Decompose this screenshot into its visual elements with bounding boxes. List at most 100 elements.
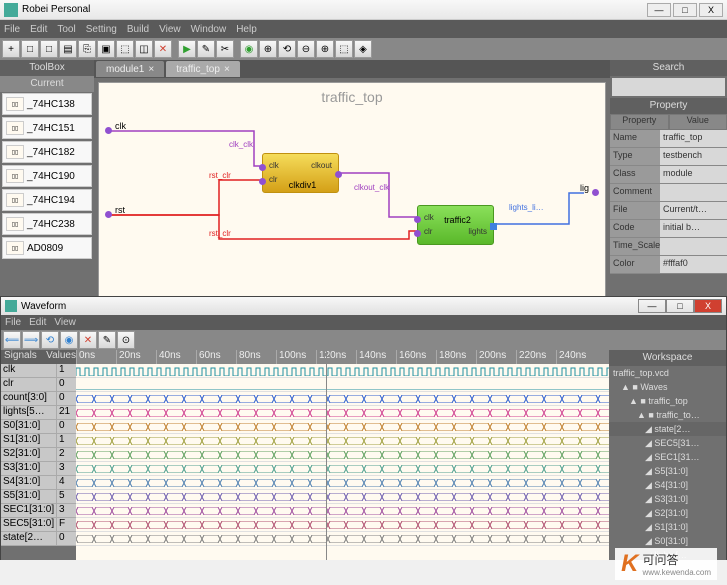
tool-split-icon[interactable]: ◫ <box>135 40 153 58</box>
block-traffic[interactable]: clk clr lights traffic2 <box>417 205 494 245</box>
toolbox-item[interactable]: ▯▯_74HC238 <box>2 213 92 235</box>
close-button[interactable]: X <box>699 3 723 17</box>
tool-target-icon[interactable]: ◉ <box>240 40 258 58</box>
wave-display[interactable]: 0ns20ns40ns60ns80ns100ns120ns140ns160ns1… <box>76 350 609 560</box>
tool-refresh-icon[interactable]: ⟲ <box>278 40 296 58</box>
toolbox-item[interactable]: ▯▯_74HC190 <box>2 165 92 187</box>
tool-zoomin-icon[interactable]: ⊕ <box>259 40 277 58</box>
tool-saveall-icon[interactable]: ▤ <box>59 40 77 58</box>
tool-grid-icon[interactable]: ⬚ <box>335 40 353 58</box>
tree-item[interactable]: ◢ S0[31:0] <box>609 534 726 548</box>
prop-row[interactable]: Codeinitial b… <box>610 220 727 238</box>
tool-edit-icon[interactable]: ✎ <box>197 40 215 58</box>
signal-row[interactable]: S1[31:0]1 <box>1 434 76 448</box>
tab-close-icon[interactable]: × <box>148 64 154 75</box>
signal-row[interactable]: state[2…0 <box>1 532 76 546</box>
signal-row[interactable]: S2[31:0]2 <box>1 448 76 462</box>
signal-row[interactable]: clr0 <box>1 378 76 392</box>
signal-row[interactable]: SEC5[31:0]F <box>1 518 76 532</box>
wave-edit-icon[interactable]: ✎ <box>98 331 116 349</box>
design-canvas[interactable]: traffic_top clk rst lig clk_clk rst_clr … <box>98 82 606 312</box>
tab-close-icon[interactable]: × <box>224 64 230 75</box>
menu-tool[interactable]: Tool <box>57 24 75 35</box>
wave-menu-file[interactable]: File <box>5 317 21 328</box>
tool-delete-icon[interactable]: ✕ <box>154 40 172 58</box>
tree-item[interactable]: ◢ SEC1[31… <box>609 450 726 464</box>
signal-name: S1[31:0] <box>1 434 56 447</box>
signal-row[interactable]: SEC1[31:0]3 <box>1 504 76 518</box>
tree-item[interactable]: ▲ ■ traffic_to… <box>609 408 726 422</box>
prop-row[interactable]: Color#fffaf0 <box>610 256 727 274</box>
prop-row[interactable]: Comment <box>610 184 727 202</box>
wave-zoom-icon[interactable]: ⊙ <box>117 331 135 349</box>
signal-row[interactable]: count[3:0]0 <box>1 392 76 406</box>
prop-row[interactable]: Classmodule <box>610 166 727 184</box>
tree-item[interactable]: ◢ S5[31:0] <box>609 464 726 478</box>
tab-module1[interactable]: module1× <box>96 61 164 77</box>
wave-menu-view[interactable]: View <box>54 317 76 328</box>
wave-row <box>76 462 609 476</box>
block-clkdiv[interactable]: clk clr clkout clkdiv1 <box>262 153 339 193</box>
toolbox-item[interactable]: ▯▯_74HC194 <box>2 189 92 211</box>
menu-build[interactable]: Build <box>127 24 149 35</box>
tool-zoomfit-icon[interactable]: ⊕ <box>316 40 334 58</box>
wave-menu-edit[interactable]: Edit <box>29 317 46 328</box>
tree-item[interactable]: ◢ S2[31:0] <box>609 506 726 520</box>
prop-row[interactable]: FileCurrent/t… <box>610 202 727 220</box>
tree-item[interactable]: ▲ ■ Waves <box>609 380 726 394</box>
menu-edit[interactable]: Edit <box>30 24 47 35</box>
wave-close-button[interactable]: X <box>694 299 722 313</box>
toolbox-item[interactable]: ▯▯AD0809 <box>2 237 92 259</box>
prop-row[interactable]: Typetestbench <box>610 148 727 166</box>
tree-item[interactable]: ◢ SEC5[31… <box>609 436 726 450</box>
minimize-button[interactable]: — <box>647 3 671 17</box>
wave-refresh-icon[interactable]: ⟲ <box>41 331 59 349</box>
toolbox-item[interactable]: ▯▯_74HC151 <box>2 117 92 139</box>
tree-item[interactable]: ◢ S4[31:0] <box>609 478 726 492</box>
search-input[interactable] <box>612 78 725 96</box>
menu-help[interactable]: Help <box>236 24 257 35</box>
tool-diamond-icon[interactable]: ◈ <box>354 40 372 58</box>
tool-copy-icon[interactable]: ⎘ <box>78 40 96 58</box>
wave-maximize-button[interactable]: □ <box>666 299 694 313</box>
signal-row[interactable]: S5[31:0]5 <box>1 490 76 504</box>
menu-setting[interactable]: Setting <box>86 24 117 35</box>
cursor-line[interactable] <box>326 350 327 560</box>
prop-row[interactable]: Nametraffic_top <box>610 130 727 148</box>
tool-zoomout-icon[interactable]: ⊖ <box>297 40 315 58</box>
prop-row[interactable]: Time_Scale <box>610 238 727 256</box>
maximize-button[interactable]: □ <box>673 3 697 17</box>
signal-row[interactable]: S0[31:0]0 <box>1 420 76 434</box>
port-rst[interactable] <box>105 211 112 218</box>
tree-item[interactable]: traffic_top.vcd <box>609 366 726 380</box>
wave-next-icon[interactable]: ⟹ <box>22 331 40 349</box>
tree-item[interactable]: ◢ state[2… <box>609 422 726 436</box>
tool-rect-icon[interactable]: ⬚ <box>116 40 134 58</box>
signal-row[interactable]: clk1 <box>1 364 76 378</box>
tool-run-icon[interactable]: ▶ <box>178 40 196 58</box>
toolbox-item[interactable]: ▯▯_74HC182 <box>2 141 92 163</box>
tool-save-icon[interactable]: □ <box>40 40 58 58</box>
port-lights[interactable] <box>592 189 599 196</box>
tool-open-icon[interactable]: □ <box>21 40 39 58</box>
wave-prev-icon[interactable]: ⟸ <box>3 331 21 349</box>
signal-row[interactable]: S4[31:0]4 <box>1 476 76 490</box>
signal-row[interactable]: lights[5…21 <box>1 406 76 420</box>
wave-minimize-button[interactable]: — <box>638 299 666 313</box>
wave-delete-icon[interactable]: ✕ <box>79 331 97 349</box>
signal-row[interactable]: S3[31:0]3 <box>1 462 76 476</box>
tree-item[interactable]: ◢ S3[31:0] <box>609 492 726 506</box>
tool-paste-icon[interactable]: ▣ <box>97 40 115 58</box>
menu-window[interactable]: Window <box>191 24 227 35</box>
menu-file[interactable]: File <box>4 24 20 35</box>
wave-titlebar[interactable]: Waveform — □ X <box>1 297 726 315</box>
tool-cut-icon[interactable]: ✂ <box>216 40 234 58</box>
tree-item[interactable]: ◢ S1[31:0] <box>609 520 726 534</box>
port-clk[interactable] <box>105 127 112 134</box>
wave-target-icon[interactable]: ◉ <box>60 331 78 349</box>
menu-view[interactable]: View <box>159 24 181 35</box>
tab-traffic-top[interactable]: traffic_top× <box>166 61 240 77</box>
toolbox-item[interactable]: ▯▯_74HC138 <box>2 93 92 115</box>
tree-item[interactable]: ▲ ■ traffic_top <box>609 394 726 408</box>
tool-new-icon[interactable]: + <box>2 40 20 58</box>
